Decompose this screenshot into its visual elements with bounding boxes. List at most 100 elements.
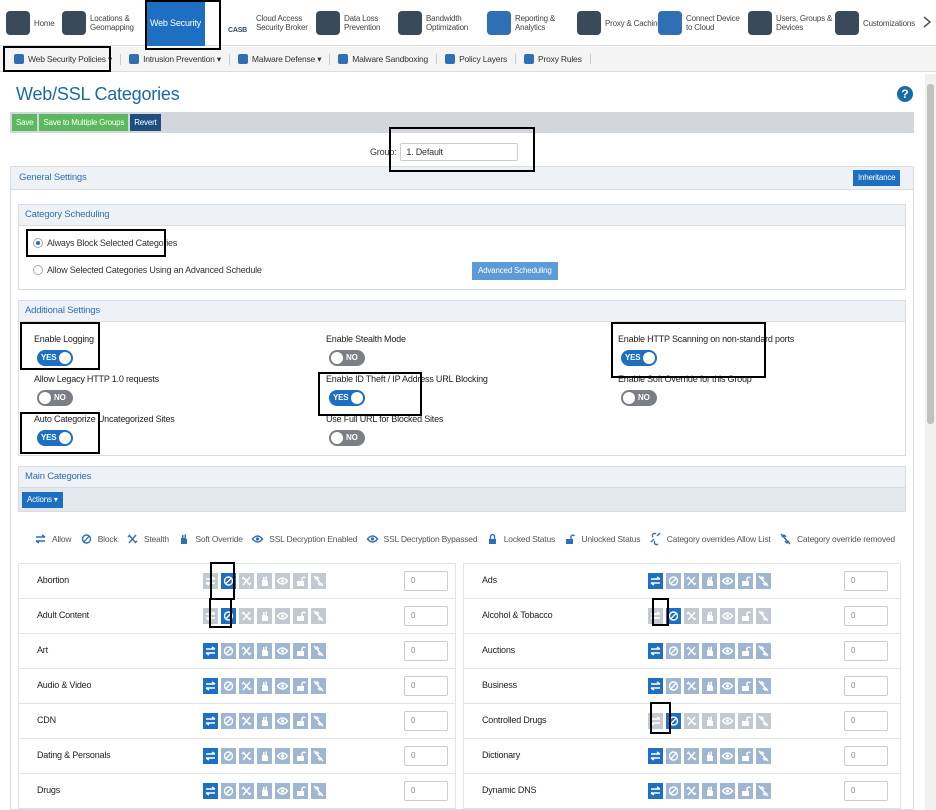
action-icon[interactable] bbox=[648, 713, 663, 729]
action-icon[interactable] bbox=[203, 643, 218, 659]
action-icon[interactable] bbox=[293, 573, 308, 589]
action-icon[interactable] bbox=[275, 573, 290, 589]
action-icon[interactable] bbox=[648, 748, 663, 764]
action-icon[interactable] bbox=[275, 713, 290, 729]
toolbar-button[interactable]: Save bbox=[12, 114, 38, 131]
action-icon[interactable] bbox=[203, 608, 218, 624]
action-icon[interactable] bbox=[684, 608, 699, 624]
nav-item[interactable]: Users, Groups & Devices bbox=[748, 3, 834, 43]
action-icon[interactable] bbox=[666, 748, 681, 764]
override-value-input[interactable]: 0 bbox=[404, 746, 448, 766]
action-icon[interactable] bbox=[648, 643, 663, 659]
action-icon[interactable] bbox=[203, 713, 218, 729]
action-icon[interactable] bbox=[666, 678, 681, 694]
action-icon[interactable] bbox=[203, 748, 218, 764]
toggle-switch[interactable]: YES bbox=[37, 350, 73, 366]
override-value-input[interactable]: 0 bbox=[844, 641, 888, 661]
radio-button[interactable] bbox=[33, 238, 43, 248]
toolbar-button[interactable]: Revert bbox=[130, 114, 161, 131]
action-icon[interactable] bbox=[293, 643, 308, 659]
action-icon[interactable] bbox=[720, 608, 735, 624]
override-value-input[interactable]: 0 bbox=[404, 711, 448, 731]
action-icon[interactable] bbox=[257, 573, 272, 589]
action-icon[interactable] bbox=[293, 748, 308, 764]
action-icon[interactable] bbox=[720, 573, 735, 589]
action-icon[interactable] bbox=[684, 573, 699, 589]
action-icon[interactable] bbox=[293, 608, 308, 624]
subnav-item[interactable]: Intrusion Prevention ▾ bbox=[121, 53, 230, 65]
action-icon[interactable] bbox=[738, 678, 753, 694]
action-icon[interactable] bbox=[257, 713, 272, 729]
nav-item[interactable]: CASB Cloud Access Security Broker bbox=[228, 3, 314, 43]
action-icon[interactable] bbox=[738, 713, 753, 729]
nav-item[interactable]: Web Security bbox=[146, 0, 205, 46]
action-icon[interactable] bbox=[221, 748, 236, 764]
action-icon[interactable] bbox=[756, 783, 771, 799]
action-icon[interactable] bbox=[239, 643, 254, 659]
action-icon[interactable] bbox=[684, 678, 699, 694]
override-value-input[interactable]: 0 bbox=[404, 676, 448, 696]
action-icon[interactable] bbox=[684, 643, 699, 659]
action-icon[interactable] bbox=[257, 643, 272, 659]
nav-item[interactable]: Data Loss Prevention bbox=[316, 3, 402, 43]
action-icon[interactable] bbox=[239, 608, 254, 624]
radio-button[interactable] bbox=[33, 265, 43, 275]
action-icon[interactable] bbox=[666, 713, 681, 729]
override-value-input[interactable]: 0 bbox=[404, 571, 448, 591]
action-icon[interactable] bbox=[221, 608, 236, 624]
action-icon[interactable] bbox=[293, 678, 308, 694]
toggle-switch[interactable]: NO bbox=[329, 430, 365, 446]
override-value-input[interactable]: 0 bbox=[844, 781, 888, 801]
action-icon[interactable] bbox=[720, 783, 735, 799]
subnav-item[interactable]: Malware Defense ▾ bbox=[230, 53, 331, 65]
action-icon[interactable] bbox=[684, 748, 699, 764]
action-icon[interactable] bbox=[720, 713, 735, 729]
action-icon[interactable] bbox=[702, 573, 717, 589]
action-icon[interactable] bbox=[239, 748, 254, 764]
toggle-switch[interactable]: YES bbox=[37, 430, 73, 446]
override-value-input[interactable]: 0 bbox=[404, 606, 448, 626]
action-icon[interactable] bbox=[702, 678, 717, 694]
scroll-thumb[interactable] bbox=[927, 84, 934, 424]
action-icon[interactable] bbox=[275, 643, 290, 659]
action-icon[interactable] bbox=[311, 573, 326, 589]
action-icon[interactable] bbox=[648, 573, 663, 589]
subnav-item[interactable]: Policy Layers bbox=[437, 54, 517, 64]
action-icon[interactable] bbox=[293, 713, 308, 729]
action-icon[interactable] bbox=[203, 678, 218, 694]
action-icon[interactable] bbox=[221, 643, 236, 659]
nav-item[interactable]: Customizations bbox=[835, 3, 915, 43]
help-button[interactable]: ? bbox=[897, 86, 913, 102]
action-icon[interactable] bbox=[221, 713, 236, 729]
nav-item[interactable]: Locations & Geomapping bbox=[62, 3, 148, 43]
override-value-input[interactable]: 0 bbox=[844, 746, 888, 766]
override-value-input[interactable]: 0 bbox=[844, 711, 888, 731]
action-icon[interactable] bbox=[720, 643, 735, 659]
action-icon[interactable] bbox=[311, 783, 326, 799]
subnav-item[interactable]: Proxy Rules bbox=[516, 54, 591, 64]
toggle-switch[interactable]: YES bbox=[329, 390, 365, 406]
override-value-input[interactable]: 0 bbox=[844, 606, 888, 626]
action-icon[interactable] bbox=[756, 573, 771, 589]
action-icon[interactable] bbox=[720, 678, 735, 694]
nav-item[interactable]: Reporting & Analytics bbox=[487, 3, 573, 43]
action-icon[interactable] bbox=[738, 748, 753, 764]
action-icon[interactable] bbox=[221, 573, 236, 589]
action-icon[interactable] bbox=[756, 713, 771, 729]
toggle-switch[interactable]: YES bbox=[621, 350, 657, 366]
action-icon[interactable] bbox=[756, 643, 771, 659]
subnav-item[interactable]: Web Security Policies ▾ bbox=[6, 53, 122, 65]
action-icon[interactable] bbox=[311, 713, 326, 729]
action-icon[interactable] bbox=[648, 678, 663, 694]
action-icon[interactable] bbox=[684, 713, 699, 729]
action-icon[interactable] bbox=[311, 643, 326, 659]
action-icon[interactable] bbox=[738, 783, 753, 799]
action-icon[interactable] bbox=[666, 608, 681, 624]
toolbar-button[interactable]: Save to Multiple Groups bbox=[39, 114, 129, 131]
action-icon[interactable] bbox=[666, 643, 681, 659]
nav-item[interactable]: Bandwidth Optimization bbox=[398, 3, 484, 43]
action-icon[interactable] bbox=[311, 608, 326, 624]
action-icon[interactable] bbox=[702, 643, 717, 659]
action-icon[interactable] bbox=[311, 678, 326, 694]
action-icon[interactable] bbox=[666, 573, 681, 589]
